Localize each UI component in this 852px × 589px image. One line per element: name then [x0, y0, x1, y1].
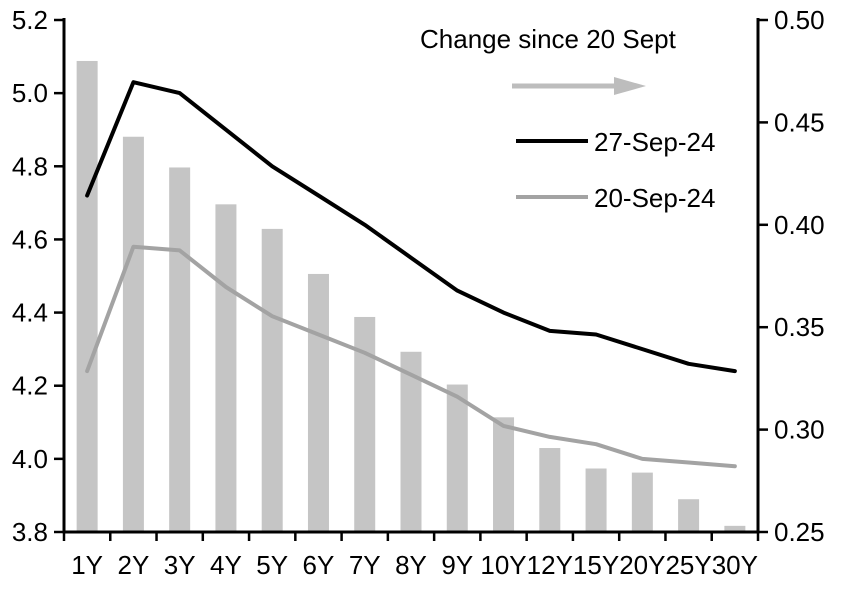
series-line-27-sep: [85, 80, 737, 374]
x-axis-category-label: 30Y: [712, 550, 758, 580]
x-axis-category-label: 12Y: [527, 550, 573, 580]
x-axis-category-label: 7Y: [349, 550, 381, 580]
x-axis-category-label: 15Y: [573, 550, 619, 580]
x-axis-category-label: 25Y: [665, 550, 711, 580]
left-axis-tick-label: 3.8: [12, 517, 48, 547]
right-axis-tick-label: 0.40: [774, 210, 825, 240]
left-axis-tick-label: 5.0: [12, 78, 48, 108]
right-axis-tick-label: 0.25: [774, 517, 825, 547]
x-axis-category-label: 10Y: [480, 550, 526, 580]
left-axis-tick-label: 4.8: [12, 151, 48, 181]
x-axis-category-label: 1Y: [71, 550, 103, 580]
right-arrow-icon: [614, 77, 646, 95]
right-axis-tick-label: 0.35: [774, 312, 825, 342]
x-axis-category-label: 5Y: [256, 550, 288, 580]
x-axis-category-label: 6Y: [303, 550, 335, 580]
x-axis-category-label: 20Y: [619, 550, 665, 580]
bar-25Y: [678, 499, 700, 532]
bar-3Y: [169, 167, 191, 532]
right-axis-tick-label: 0.50: [774, 5, 825, 35]
bar-9Y: [446, 384, 468, 532]
bar-30Y: [724, 525, 746, 532]
bar-10Y: [493, 417, 515, 532]
bar-8Y: [400, 351, 422, 532]
bar-5Y: [261, 228, 283, 532]
bar-20Y: [631, 472, 653, 532]
x-axis-category-label: 3Y: [164, 550, 196, 580]
left-axis-tick-label: 4.0: [12, 444, 48, 474]
legend-20-sep-label: 20-Sep-24: [594, 183, 716, 213]
left-axis-tick-label: 4.6: [12, 224, 48, 254]
right-axis-tick-label: 0.45: [774, 107, 825, 137]
bar-6Y: [307, 273, 329, 532]
bar-4Y: [215, 204, 237, 532]
bar-7Y: [354, 316, 376, 532]
left-axis-tick-label: 4.4: [12, 298, 48, 328]
legend-27-sep-label: 27-Sep-24: [594, 127, 716, 157]
x-axis-category-label: 4Y: [210, 550, 242, 580]
x-axis-category-label: 9Y: [441, 550, 473, 580]
bar-1Y: [76, 60, 98, 533]
left-axis-tick-label: 4.2: [12, 371, 48, 401]
x-axis-category-label: 2Y: [117, 550, 149, 580]
series-line-20-sep: [85, 244, 737, 469]
bar-12Y: [539, 448, 561, 532]
legend-bar-series-label: Change since 20 Sept: [420, 24, 676, 54]
bar-2Y: [122, 136, 144, 532]
bar-15Y: [585, 468, 607, 532]
right-axis-tick-label: 0.30: [774, 415, 825, 445]
x-axis-category-label: 8Y: [395, 550, 427, 580]
left-axis-tick-label: 5.2: [12, 5, 48, 35]
